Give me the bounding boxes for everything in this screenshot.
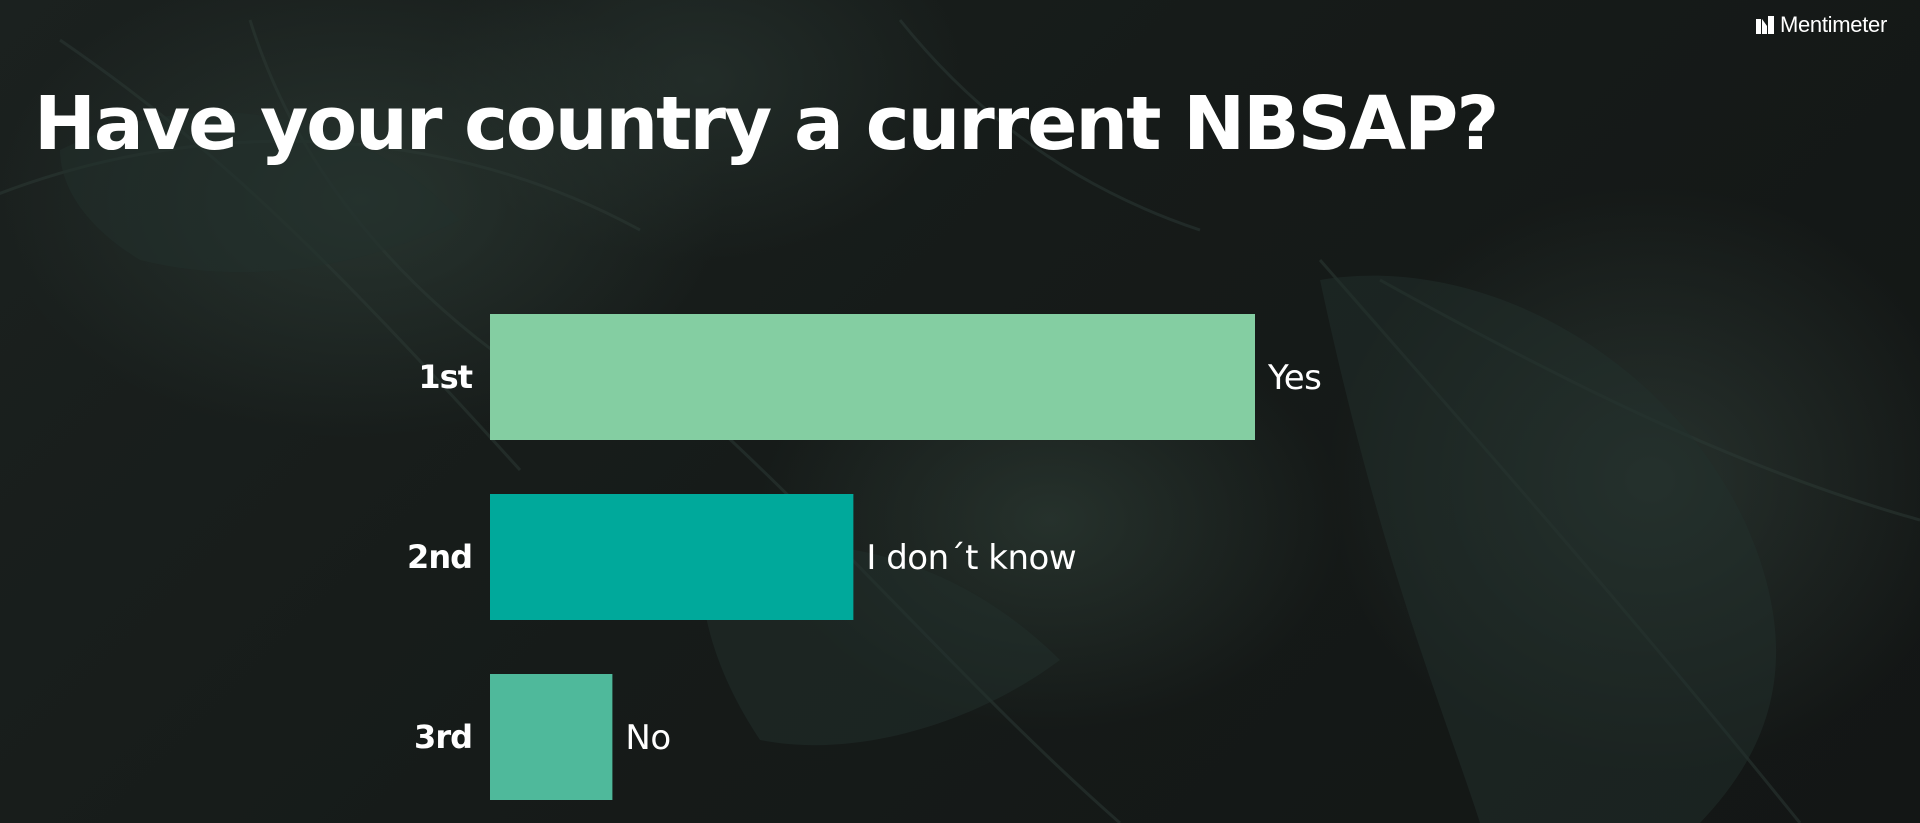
mentimeter-logo-icon (1755, 16, 1774, 34)
category-label: No (625, 718, 670, 758)
rank-label: 3rd (414, 718, 472, 756)
category-label: Yes (1267, 358, 1321, 398)
question-title: Have your country a current NBSAP? (34, 81, 1499, 167)
rank-label: 2nd (407, 538, 472, 576)
bar-1 (490, 314, 1255, 440)
mentimeter-brand: Mentimeter (1755, 12, 1887, 38)
bar-3 (490, 674, 613, 800)
bar-2 (490, 494, 854, 620)
category-label: I don´t know (866, 538, 1076, 578)
rank-label: 1st (418, 358, 472, 396)
brand-name: Mentimeter (1779, 12, 1887, 37)
